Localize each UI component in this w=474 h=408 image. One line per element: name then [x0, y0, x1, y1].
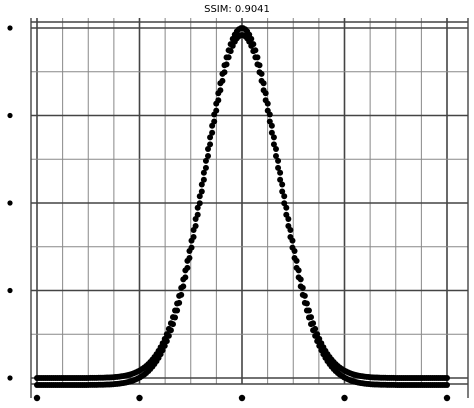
data-point	[200, 176, 207, 183]
data-point	[314, 338, 321, 345]
data-point	[252, 54, 259, 61]
data-point	[312, 332, 319, 339]
data-point	[196, 193, 203, 200]
data-point	[275, 157, 282, 164]
data-point	[270, 141, 277, 148]
data-point	[299, 291, 306, 298]
data-point	[260, 87, 267, 94]
data-point	[161, 342, 168, 349]
data-point	[194, 204, 201, 211]
data-point	[295, 274, 302, 281]
data-point	[202, 157, 209, 164]
data-point	[163, 338, 170, 345]
data-point	[297, 283, 304, 290]
data-point	[305, 314, 312, 321]
data-point	[194, 211, 201, 218]
data-point	[270, 134, 277, 141]
data-point	[196, 200, 203, 207]
data-point	[172, 314, 179, 321]
data-point	[279, 181, 286, 188]
plot-frame	[7, 18, 469, 402]
data-point	[301, 299, 308, 306]
data-point	[266, 118, 273, 125]
data-point	[165, 332, 172, 339]
data-point	[272, 146, 279, 153]
data-point	[223, 61, 230, 68]
data-point	[188, 244, 195, 251]
data-point	[167, 327, 174, 334]
grid	[31, 18, 468, 384]
y-tick-marker	[7, 287, 13, 294]
data-point	[198, 181, 205, 188]
data-point	[219, 77, 226, 84]
data-point	[289, 244, 296, 251]
data-point	[444, 382, 450, 388]
data-point	[207, 141, 214, 148]
data-point	[308, 321, 315, 328]
data-point	[264, 107, 271, 114]
data-point	[205, 146, 212, 153]
data-point	[184, 264, 191, 271]
data-point	[275, 164, 282, 171]
x-tick-marker	[341, 394, 348, 402]
data-point	[207, 134, 214, 141]
y-tick-marker	[7, 112, 13, 119]
data-point	[256, 69, 263, 76]
data-point	[258, 77, 265, 84]
data-point	[192, 223, 199, 230]
data-point	[190, 234, 197, 241]
chart-title: SSIM: 0.9041	[204, 4, 270, 15]
data-point	[281, 193, 288, 200]
data-point	[283, 204, 290, 211]
data-point	[250, 48, 257, 55]
data-point	[293, 264, 300, 271]
x-tick-marker	[33, 394, 41, 402]
data-point	[182, 274, 189, 281]
data-point	[310, 327, 317, 334]
y-tick-marker	[7, 375, 13, 381]
data-point	[169, 321, 176, 328]
data-point	[283, 211, 290, 218]
data-point	[186, 254, 193, 261]
data-point	[213, 107, 220, 114]
data-point	[217, 87, 224, 94]
x-tick-marker	[443, 394, 451, 402]
data-point	[277, 169, 284, 176]
data-point	[227, 48, 234, 55]
data-point	[291, 254, 298, 261]
data-point	[221, 69, 228, 76]
data-point	[277, 176, 284, 183]
data-point	[178, 291, 185, 298]
data-point	[225, 54, 232, 61]
data-point	[262, 97, 269, 104]
data-point	[444, 375, 450, 381]
data-points	[34, 25, 450, 388]
data-point	[198, 188, 205, 195]
data-point	[248, 42, 255, 49]
data-point	[202, 164, 209, 171]
data-point	[281, 200, 288, 207]
data-point	[287, 234, 294, 241]
y-tick-marker	[7, 200, 13, 206]
data-point	[303, 307, 310, 314]
data-point	[205, 153, 212, 160]
data-point	[215, 97, 222, 104]
data-point	[174, 307, 181, 314]
x-tick-marker	[238, 394, 246, 402]
y-tick-marker	[7, 25, 13, 31]
data-point	[272, 153, 279, 160]
data-point	[254, 61, 261, 68]
data-point	[285, 223, 292, 230]
x-tick-marker	[136, 394, 143, 402]
data-point	[180, 283, 187, 290]
data-point	[268, 129, 275, 136]
data-point	[279, 188, 286, 195]
data-point	[176, 299, 183, 306]
data-point	[209, 129, 216, 136]
data-point	[200, 169, 207, 176]
data-point	[211, 118, 218, 125]
